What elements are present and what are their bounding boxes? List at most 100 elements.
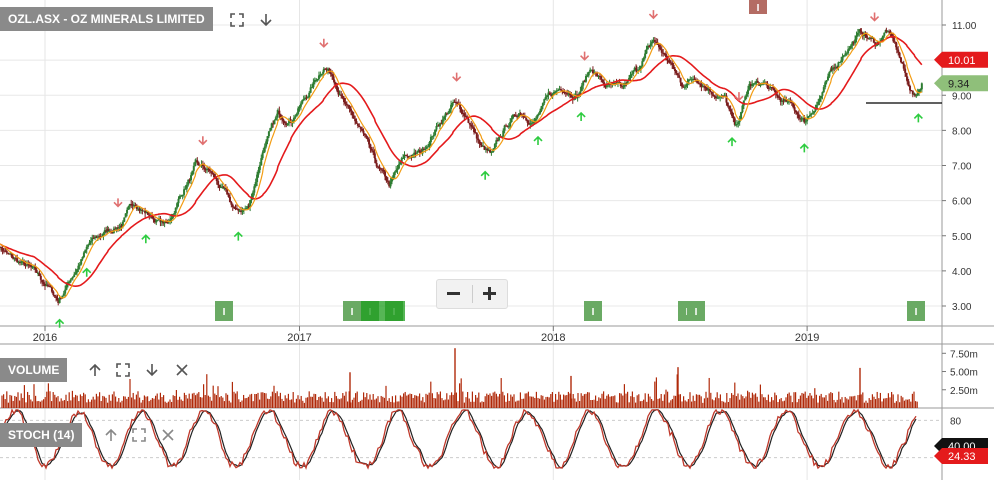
event-marker-label: I	[695, 307, 698, 318]
price-candle-body	[671, 62, 674, 66]
y-tick-label: 7.00	[952, 162, 972, 173]
price-candle-body	[635, 67, 638, 70]
y-tick-label: 4.00	[952, 267, 972, 278]
expand-icon[interactable]	[115, 362, 131, 378]
price-candle-body	[886, 31, 889, 33]
price-candle-body	[305, 97, 308, 99]
price-candle-body	[309, 87, 312, 93]
price-candle-body	[170, 217, 173, 220]
price-candle-body	[295, 113, 298, 117]
arrow-up-icon[interactable]	[87, 362, 103, 378]
price-fast-ma	[0, 32, 923, 299]
price-candle-body	[20, 261, 23, 263]
event-markers: IIIIIIII	[215, 301, 925, 321]
price-candle-body	[804, 121, 807, 123]
price-candle-body	[629, 74, 632, 78]
price-candle-body	[696, 80, 699, 84]
price-candle-body	[507, 126, 510, 128]
price-candle-body	[74, 272, 77, 275]
price-candle-body	[31, 266, 34, 268]
price-candle-body	[447, 112, 450, 114]
close-icon[interactable]	[160, 427, 176, 443]
price-candle-body	[218, 185, 221, 189]
price-candle-body	[864, 34, 867, 36]
price-candle-body	[567, 93, 570, 95]
price-candle-body	[728, 106, 731, 110]
price-candle-body	[385, 176, 388, 181]
price-candle-body	[892, 36, 895, 42]
expand-icon[interactable]	[229, 12, 245, 28]
price-candle-body	[402, 157, 405, 159]
price-candle-body	[503, 125, 506, 131]
close-icon[interactable]	[174, 362, 190, 378]
price-candle-body	[498, 136, 501, 141]
price-candle-body	[257, 169, 260, 175]
price-candle-body	[814, 108, 817, 112]
chart-grid	[0, 0, 943, 480]
zoom-out-button[interactable]	[437, 280, 471, 308]
price-candle-body	[870, 37, 873, 39]
price-candle-body	[506, 125, 509, 127]
price-candle-body	[368, 139, 371, 145]
last-price-tag-label: 9.34	[948, 78, 969, 90]
price-candle-body	[618, 82, 621, 84]
price-candle-body	[428, 141, 431, 147]
price-candle-body	[845, 53, 848, 55]
price-candle-body	[584, 76, 587, 82]
price-candle-body	[496, 140, 499, 142]
price-candle-body	[49, 286, 52, 288]
arrow-up-icon[interactable]	[103, 427, 119, 443]
price-candle-body	[660, 49, 663, 53]
price-candle-body	[240, 210, 243, 213]
price-candle-body	[77, 265, 80, 270]
price-candle-body	[366, 137, 369, 140]
price-candle-body	[668, 60, 671, 63]
price-candle-body	[773, 88, 776, 91]
price-candle-body	[58, 297, 61, 303]
arrow-down-icon[interactable]	[258, 12, 274, 28]
price-candle-body	[403, 154, 406, 158]
price-candle-body	[840, 60, 843, 63]
price-candle-body	[689, 79, 692, 81]
price-candle-body	[583, 81, 586, 83]
price-candle-body	[185, 184, 188, 189]
price-fast-ma-line	[0, 32, 923, 299]
price-candle-body	[386, 180, 389, 182]
price-candle-body	[322, 71, 325, 74]
price-candle-body	[222, 186, 225, 189]
arrow-down-icon[interactable]	[144, 362, 160, 378]
price-candle-body	[424, 148, 427, 150]
price-candle-body	[378, 166, 381, 169]
price-candle-body	[697, 83, 700, 85]
event-marker	[343, 301, 361, 321]
price-candle-body	[626, 80, 629, 84]
expand-icon[interactable]	[131, 427, 147, 443]
zoom-in-button[interactable]	[473, 280, 507, 308]
price-candle-body	[785, 99, 788, 102]
price-candle-body	[480, 145, 483, 147]
price-candle-body	[562, 91, 565, 93]
price-candle-body	[334, 82, 337, 86]
price-candle-body	[48, 285, 51, 287]
price-candle-body	[547, 92, 550, 96]
price-candle-body	[272, 123, 275, 125]
price-candle-body	[24, 264, 27, 266]
price-candle-body	[685, 84, 688, 87]
price-candle-body	[818, 98, 821, 102]
price-candle-body	[756, 80, 759, 83]
price-candle-body	[707, 88, 710, 91]
price-candle-body	[262, 151, 265, 153]
price-candle-body	[683, 86, 686, 88]
price-candle-body	[336, 85, 339, 91]
volume-axis-ticks: 2.50m 5.00m 7.50m	[942, 349, 978, 397]
price-candle-body	[319, 74, 322, 76]
price-candle-body	[601, 79, 604, 83]
price-candle-body	[642, 57, 645, 62]
price-candle-body	[703, 86, 706, 88]
price-candle-body	[767, 87, 770, 89]
price-candle-body	[194, 161, 197, 166]
price-candle-body	[7, 252, 10, 254]
price-candle-body	[399, 162, 402, 165]
price-candle-body	[544, 96, 547, 100]
